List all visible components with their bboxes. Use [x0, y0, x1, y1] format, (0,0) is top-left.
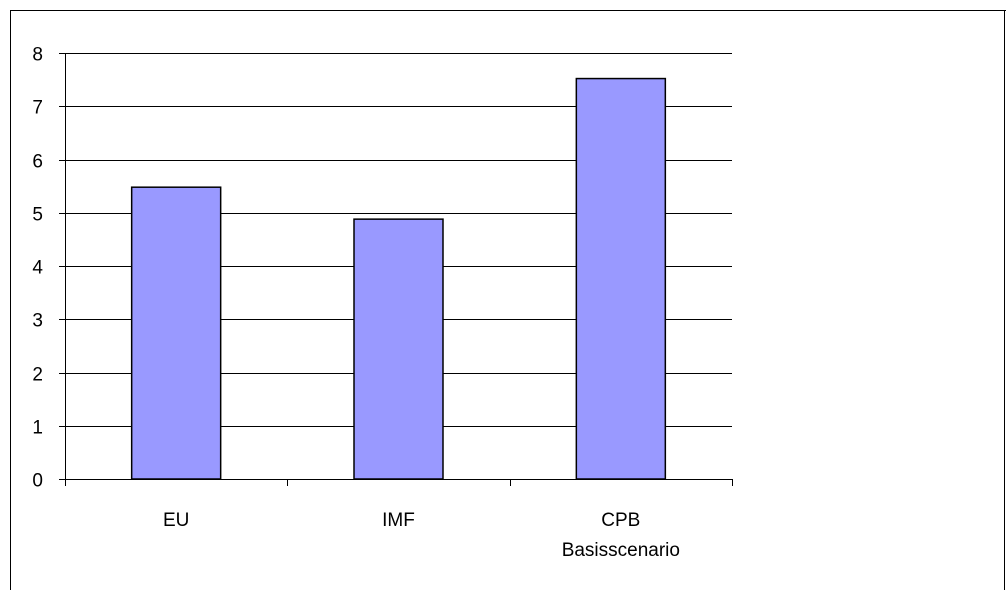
y-tick-label-1: 1: [32, 418, 43, 439]
x-tick-label-2: CPB Basisscenario: [562, 510, 680, 561]
bar-2: [575, 77, 667, 480]
y-tick-label-8: 8: [32, 45, 43, 66]
y-tick-label-2: 2: [32, 365, 43, 386]
y-tick-label-6: 6: [32, 152, 43, 173]
y-tick-label-5: 5: [32, 205, 43, 226]
x-tick-label-0: EU: [163, 510, 189, 531]
y-tick-label-3: 3: [32, 311, 43, 332]
axes: [59, 53, 733, 486]
bar-0: [130, 186, 222, 480]
x-tick-label-1: IMF: [382, 510, 415, 531]
y-tick-label-4: 4: [32, 258, 43, 279]
bar-1: [353, 218, 444, 480]
y-tick-label-7: 7: [32, 98, 43, 119]
y-tick-label-0: 0: [32, 471, 43, 492]
tick-labels: 0 1 2 3 4 5 6 7 8 EU IMF CPB Basisscenario: [32, 45, 680, 562]
bars: [130, 77, 667, 480]
